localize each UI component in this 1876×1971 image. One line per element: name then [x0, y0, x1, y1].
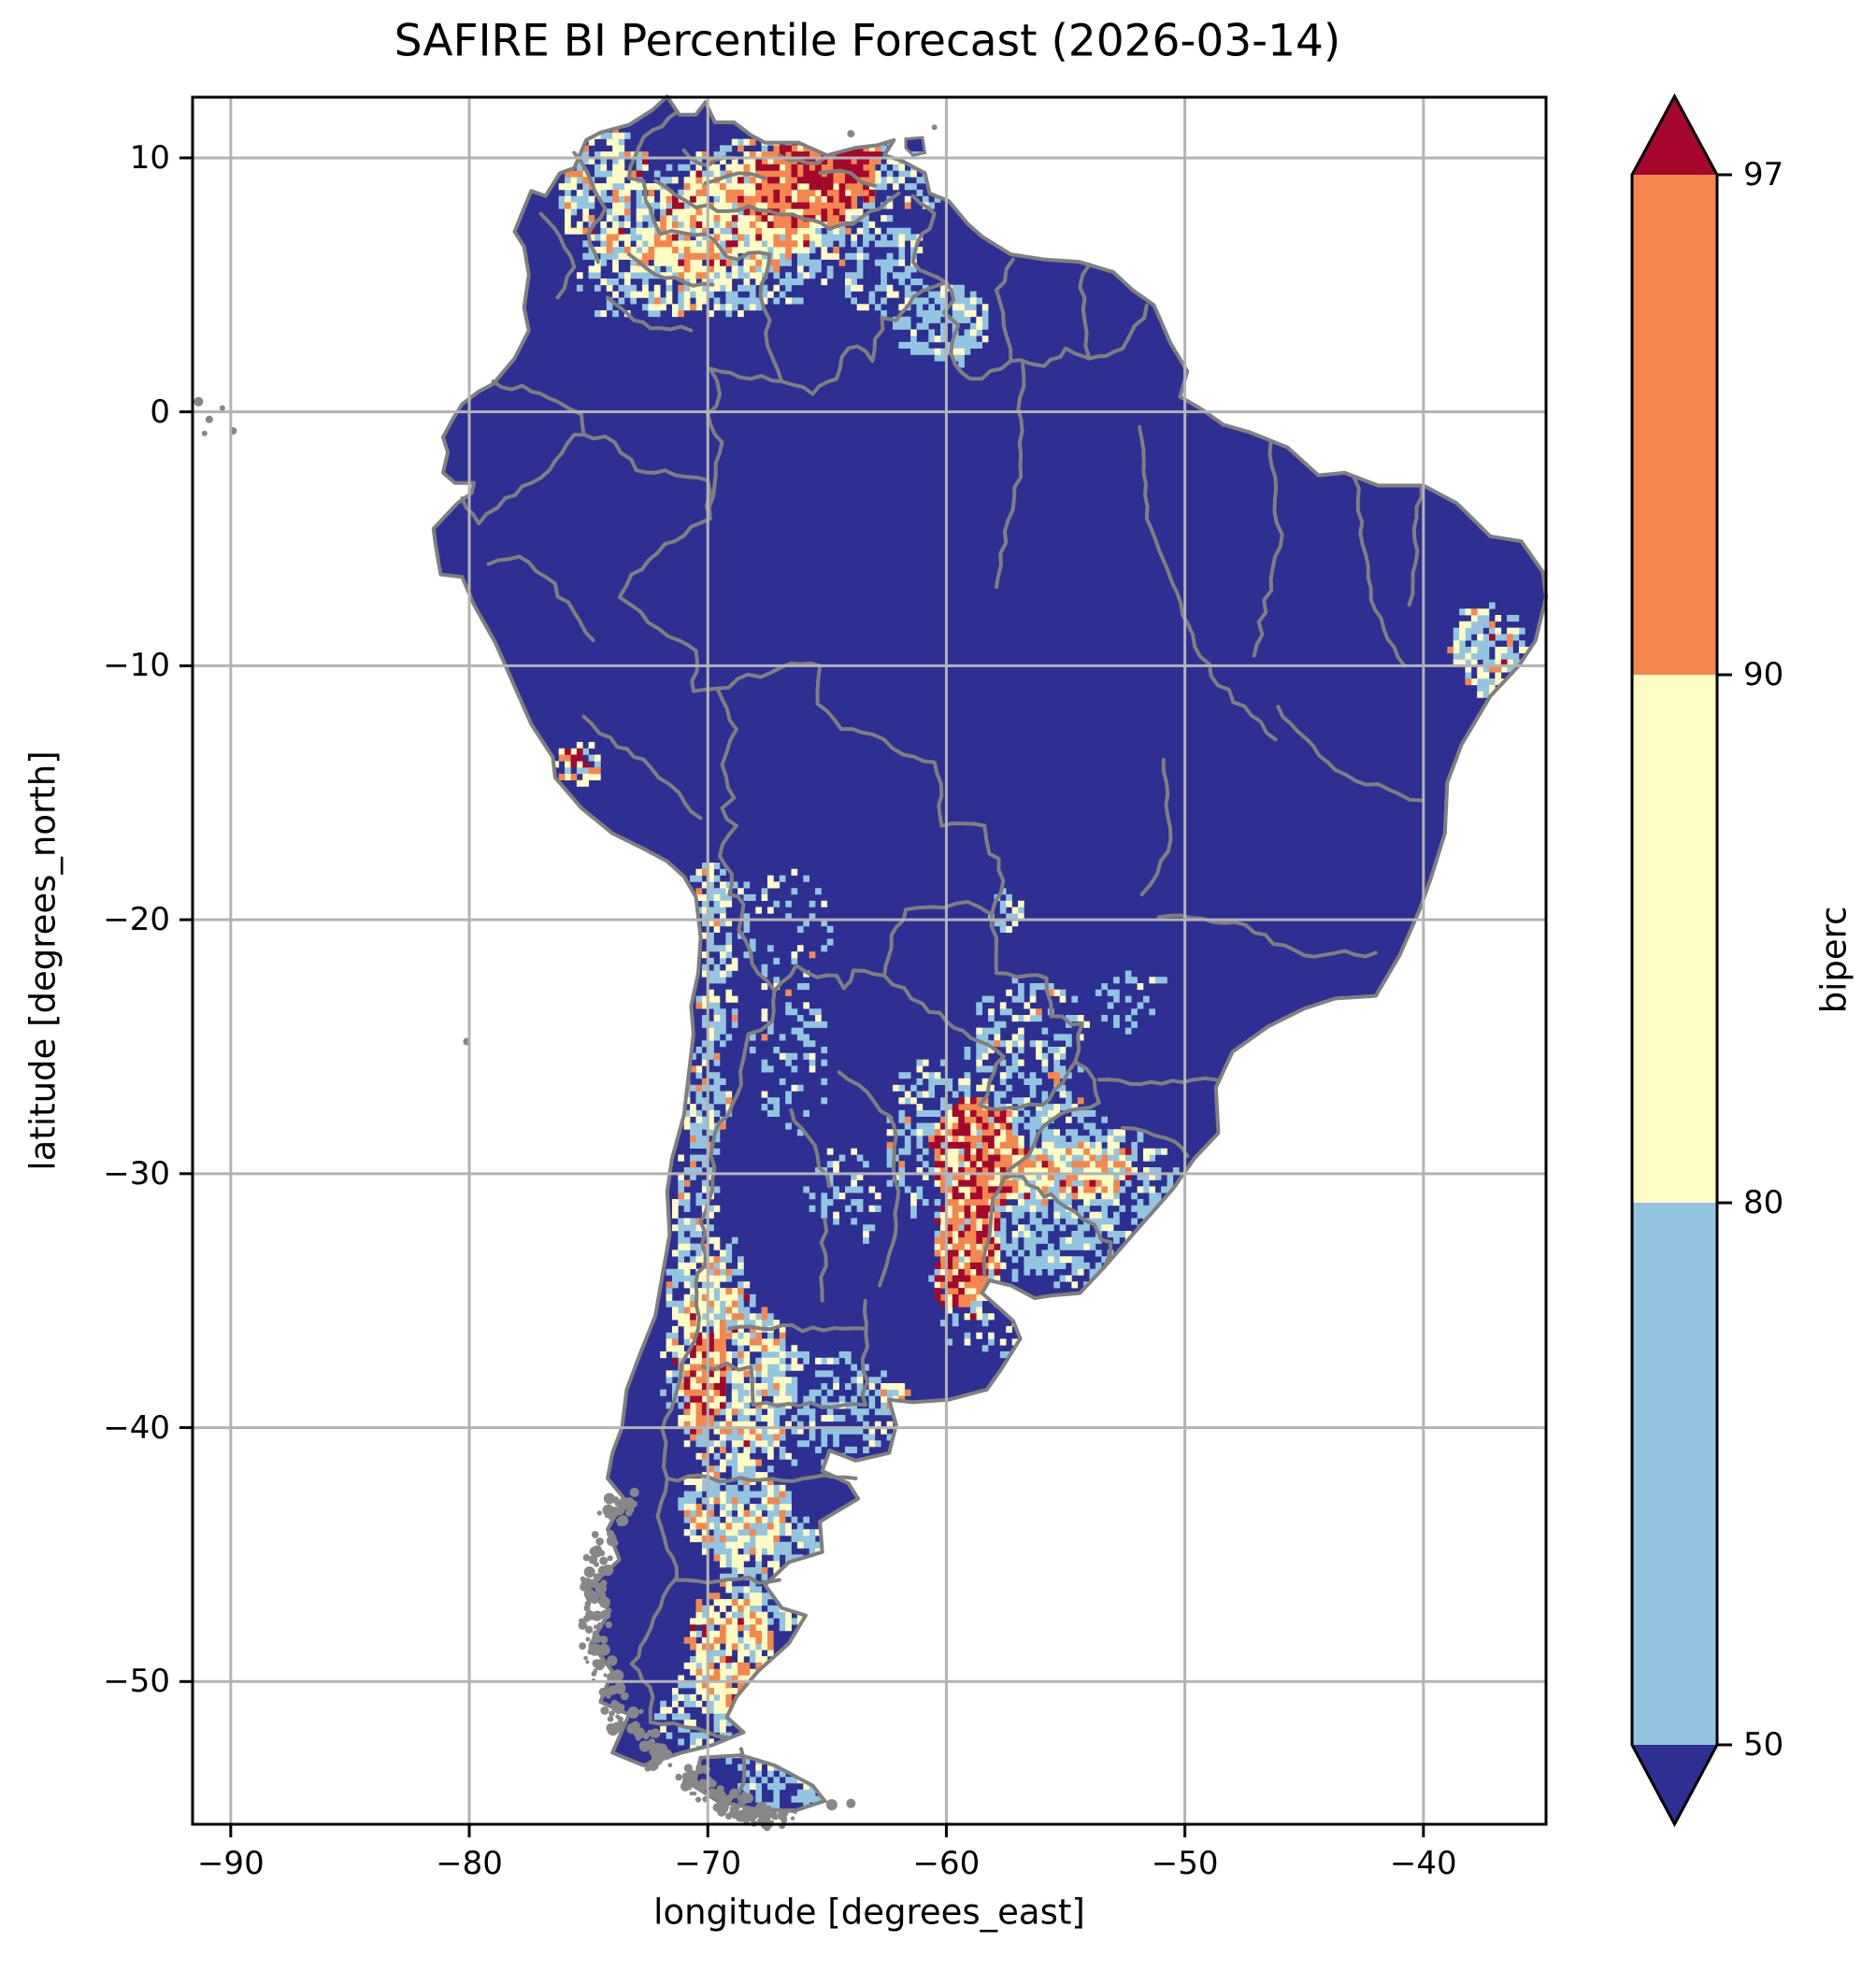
y-tick-label: 0: [150, 393, 170, 431]
x-tick-label: −70: [674, 1845, 742, 1882]
y-tick-label: −30: [103, 1154, 170, 1193]
colorbar-tick-label: 80: [1743, 1184, 1784, 1221]
y-axis-label: latitude [degrees_north]: [22, 750, 64, 1171]
y-tick-label: 10: [129, 138, 170, 177]
colorbar-tick-label: 50: [1743, 1726, 1784, 1764]
x-axis-label: longitude [degrees_east]: [653, 1892, 1085, 1933]
colorbar-label: biperc: [1813, 906, 1855, 1014]
plot-title: SAFIRE BI Percentile Forecast (2026-03-1…: [394, 15, 1341, 67]
x-tick-label: −60: [912, 1845, 981, 1882]
x-tick-label: −80: [436, 1845, 503, 1882]
colorbar-tick-label: 90: [1743, 656, 1784, 693]
x-tick-label: −40: [1389, 1845, 1457, 1882]
colorbar-tick-label: 97: [1743, 156, 1784, 193]
y-tick-label: −40: [103, 1408, 170, 1447]
x-tick-label: −50: [1151, 1845, 1219, 1882]
y-tick-label: −50: [103, 1663, 170, 1701]
x-tick-label: −90: [196, 1845, 265, 1882]
y-tick-label: −20: [103, 901, 170, 939]
y-tick-label: −10: [103, 647, 170, 685]
